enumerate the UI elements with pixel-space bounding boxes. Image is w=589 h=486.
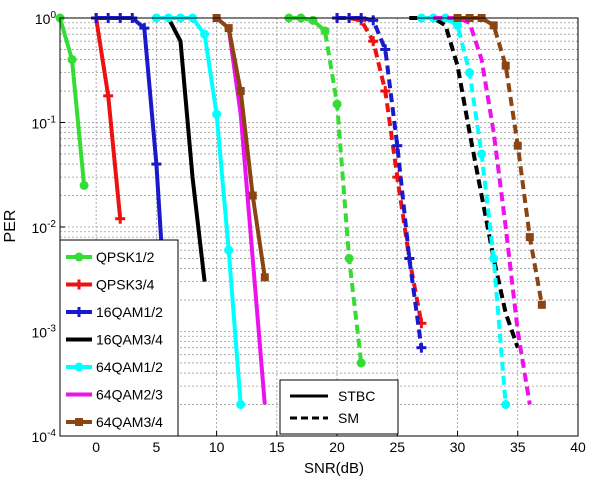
x-tick-label: 25	[390, 439, 406, 455]
data-point	[332, 99, 342, 109]
data-point	[465, 68, 475, 78]
x-tick-label: 35	[510, 439, 526, 455]
series-line-16qam3-4-stbc	[166, 17, 207, 282]
legend-label: 16QAM3/4	[96, 332, 163, 348]
data-point	[151, 159, 162, 170]
legend-label: 64QAM2/3	[96, 387, 163, 403]
data-point	[248, 191, 257, 200]
legend-label: SM	[338, 410, 359, 426]
data-point	[489, 21, 498, 30]
data-point	[236, 87, 245, 96]
legend-layer: QPSK1/2 QPSK3/4 16QAM1/2 16QAM3/4 64QAM1/2 64…	[59, 239, 399, 437]
data-point	[200, 29, 210, 39]
data-point	[344, 253, 354, 263]
data-point	[453, 20, 463, 30]
data-point	[404, 253, 415, 264]
data-point	[380, 44, 391, 55]
legend-marker	[74, 279, 84, 290]
legend-label: 64QAM1/2	[96, 359, 163, 375]
y-tick-label: 10-4	[32, 428, 57, 445]
data-point	[320, 26, 330, 36]
x-tick-label: 30	[450, 439, 466, 455]
y-axis-label: PER	[2, 210, 19, 243]
data-point	[115, 213, 126, 224]
data-point	[224, 24, 233, 33]
x-tick-label: 40	[570, 439, 586, 455]
data-point	[380, 86, 391, 97]
legend-label: STBC	[338, 388, 375, 404]
data-point	[67, 55, 77, 65]
data-point	[501, 61, 510, 70]
data-point	[356, 358, 366, 368]
legend-marker	[74, 252, 84, 262]
data-point	[489, 253, 499, 263]
legend-item: STBC	[290, 388, 375, 404]
data-point	[501, 400, 511, 410]
data-point	[139, 23, 150, 34]
data-point	[513, 141, 522, 150]
legend-item: QPSK1/2	[66, 249, 155, 265]
y-tick-label: 10-1	[32, 115, 57, 132]
data-point	[392, 140, 403, 151]
legend-item: SM	[290, 410, 359, 426]
legend-scheme-box	[279, 379, 399, 435]
x-axis-label: SNR(dB)	[304, 460, 364, 477]
x-tick-label: 15	[269, 439, 285, 455]
data-point	[416, 342, 427, 353]
data-point	[368, 36, 379, 47]
axes-layer: 0 5 10 15 20 25 30 35 40 100 10-1 10-2 10-3 10-4	[32, 10, 586, 455]
data-point	[236, 400, 246, 410]
y-tick-label: 100	[35, 10, 57, 27]
legend-label: 64QAM3/4	[96, 414, 163, 430]
x-tick-label: 20	[329, 439, 345, 455]
data-point	[537, 300, 546, 309]
data-point	[525, 233, 534, 242]
data-point	[79, 180, 89, 190]
legend-item: 64QAM3/4	[66, 414, 163, 430]
legend-marker	[75, 418, 83, 426]
data-point	[103, 90, 114, 101]
legend-marker	[74, 362, 84, 372]
data-point	[260, 273, 269, 282]
legend-item: 16QAM1/2	[66, 304, 163, 320]
data-point	[224, 245, 234, 255]
legend-marker	[74, 307, 84, 317]
data-point	[477, 149, 487, 159]
data-point	[368, 15, 379, 26]
x-tick-label: 5	[152, 439, 160, 455]
data-point	[308, 15, 318, 25]
x-tick-label: 10	[209, 439, 225, 455]
legend-item: 64QAM1/2	[66, 359, 163, 375]
data-point	[212, 109, 222, 119]
legend-item: 64QAM2/3	[66, 387, 163, 403]
legend-item: 16QAM3/4	[66, 332, 163, 348]
legend-label: 16QAM1/2	[96, 304, 163, 320]
legend-item: QPSK3/4	[66, 277, 155, 293]
y-tick-label: 10-2	[32, 219, 57, 236]
legend-label: QPSK3/4	[96, 277, 155, 293]
y-tick-label: 10-3	[32, 324, 57, 341]
x-tick-label: 0	[92, 439, 100, 455]
legend-label: QPSK1/2	[96, 249, 155, 265]
